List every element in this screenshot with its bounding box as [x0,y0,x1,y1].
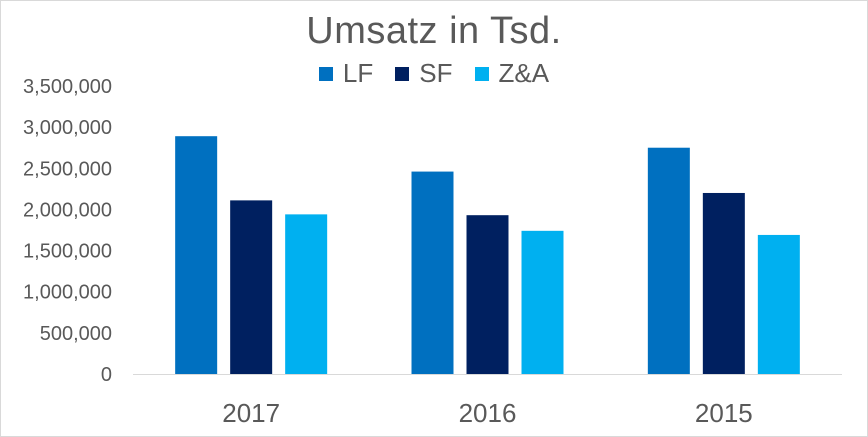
x-tick-label: 2016 [459,398,517,428]
legend-label: SF [419,58,453,88]
legend-swatch [395,66,410,81]
y-tick-label: 3,500,000 [23,76,112,98]
chart-legend: LF SF Z&A [0,58,868,89]
y-tick-label: 1,500,000 [23,241,112,263]
bar-z-a-2016 [521,230,564,374]
x-tick-label: 2017 [222,398,280,428]
bar-lf-2017 [175,136,218,374]
legend-label: Z&A [498,58,550,88]
bar-z-a-2015 [757,234,800,374]
bar-sf-2016 [466,215,509,374]
y-tick-label: 3,000,000 [23,117,112,139]
y-tick-label: 0 [101,364,112,386]
legend-label: LF [342,58,374,88]
bar-sf-2015 [702,192,745,374]
bar-lf-2016 [411,171,454,374]
y-tick-label: 1,000,000 [23,282,112,304]
bar-sf-2017 [230,200,273,374]
legend-swatch [474,66,489,81]
legend-item-sf: SF [395,58,453,89]
legend-item-lf: LF [318,58,374,89]
y-tick-label: 500,000 [40,323,112,345]
legend-item-z-a: Z&A [474,58,550,89]
chart-title: Umsatz in Tsd. [306,10,562,52]
legend-swatch [318,66,333,81]
bar-z-a-2017 [285,214,328,374]
x-tick-label: 2015 [695,398,753,428]
bar-lf-2015 [647,147,690,374]
y-tick-label: 2,500,000 [23,158,112,180]
y-tick-label: 2,000,000 [23,199,112,221]
